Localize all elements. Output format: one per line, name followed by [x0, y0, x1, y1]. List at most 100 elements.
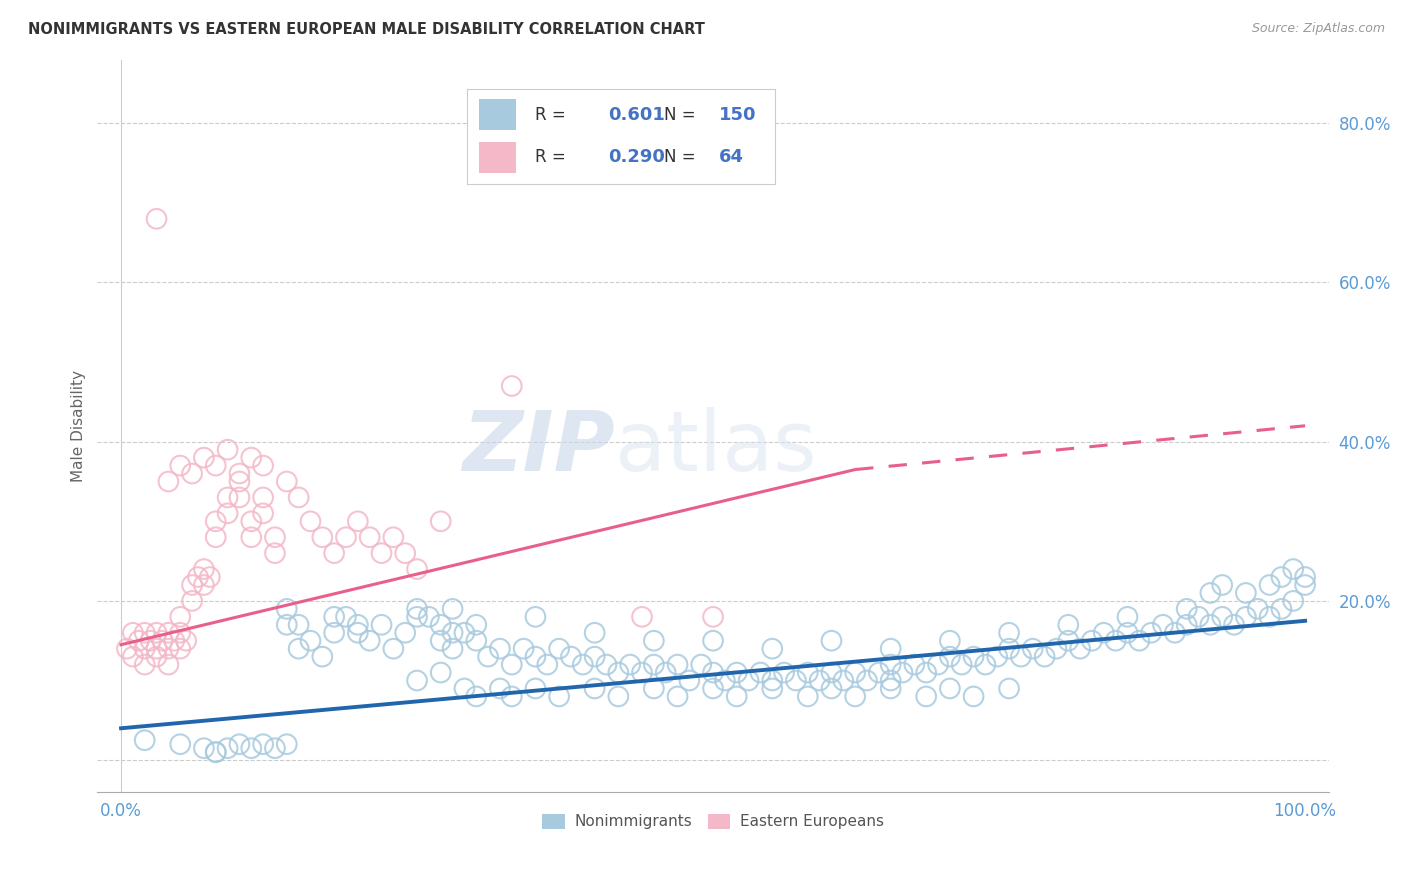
Point [1116, 610, 1139, 624]
Point [217, 442, 239, 457]
Point [844, 665, 866, 680]
Point [998, 625, 1021, 640]
Point [1282, 594, 1305, 608]
Point [169, 737, 191, 751]
Point [1069, 641, 1091, 656]
Point [1010, 649, 1032, 664]
Point [501, 379, 523, 393]
Point [347, 514, 370, 528]
Point [856, 673, 879, 688]
Point [962, 649, 984, 664]
Point [1199, 617, 1222, 632]
Point [974, 657, 997, 672]
Point [702, 681, 724, 696]
Point [145, 641, 167, 656]
Point [382, 641, 405, 656]
Point [394, 625, 416, 640]
Point [1081, 633, 1104, 648]
Point [406, 673, 429, 688]
Point [193, 578, 215, 592]
Point [276, 475, 298, 489]
Point [1057, 617, 1080, 632]
Point [264, 741, 287, 756]
Point [1282, 562, 1305, 576]
Legend: Nonimmigrants, Eastern Europeans: Nonimmigrants, Eastern Europeans [536, 808, 890, 836]
Point [169, 610, 191, 624]
Point [1175, 617, 1198, 632]
Point [187, 570, 209, 584]
Point [903, 657, 925, 672]
Point [174, 633, 197, 648]
Point [453, 625, 475, 640]
Text: Source: ZipAtlas.com: Source: ZipAtlas.com [1251, 22, 1385, 36]
Point [879, 673, 901, 688]
Point [323, 625, 346, 640]
Point [240, 450, 263, 465]
Point [139, 633, 162, 648]
Point [619, 657, 641, 672]
Point [595, 657, 617, 672]
Point [252, 506, 274, 520]
Point [276, 617, 298, 632]
Point [666, 690, 689, 704]
Point [1199, 586, 1222, 600]
Point [193, 450, 215, 465]
Point [228, 475, 250, 489]
Point [145, 649, 167, 664]
Point [181, 467, 204, 481]
Point [276, 602, 298, 616]
Point [287, 617, 309, 632]
Point [761, 673, 783, 688]
Point [252, 737, 274, 751]
Point [1258, 578, 1281, 592]
Point [939, 633, 962, 648]
Point [441, 641, 464, 656]
Point [1140, 625, 1163, 640]
Point [797, 690, 820, 704]
Point [335, 610, 357, 624]
Point [773, 665, 796, 680]
Point [1294, 570, 1316, 584]
Point [986, 649, 1008, 664]
Point [152, 633, 174, 648]
Point [115, 641, 138, 656]
Point [1211, 578, 1233, 592]
Point [607, 690, 630, 704]
Point [1164, 625, 1187, 640]
Point [1270, 570, 1292, 584]
Point [749, 665, 772, 680]
Point [927, 657, 949, 672]
Point [1234, 586, 1257, 600]
Point [1128, 633, 1150, 648]
Point [1247, 602, 1270, 616]
Point [998, 641, 1021, 656]
Point [844, 690, 866, 704]
Point [915, 665, 938, 680]
Text: atlas: atlas [614, 408, 817, 488]
Point [962, 690, 984, 704]
Point [915, 690, 938, 704]
Point [228, 491, 250, 505]
Point [128, 633, 150, 648]
Point [181, 594, 204, 608]
Point [134, 657, 156, 672]
Point [122, 649, 145, 664]
Point [1258, 610, 1281, 624]
Point [737, 673, 759, 688]
Point [1033, 649, 1056, 664]
Point [370, 546, 392, 560]
Point [879, 641, 901, 656]
Point [761, 641, 783, 656]
Point [832, 673, 855, 688]
Point [228, 467, 250, 481]
Point [501, 690, 523, 704]
Point [1116, 625, 1139, 640]
Point [631, 610, 654, 624]
Point [654, 665, 676, 680]
Point [252, 491, 274, 505]
Point [1045, 641, 1067, 656]
Point [163, 633, 186, 648]
Point [347, 625, 370, 640]
Point [429, 617, 451, 632]
Point [891, 665, 914, 680]
